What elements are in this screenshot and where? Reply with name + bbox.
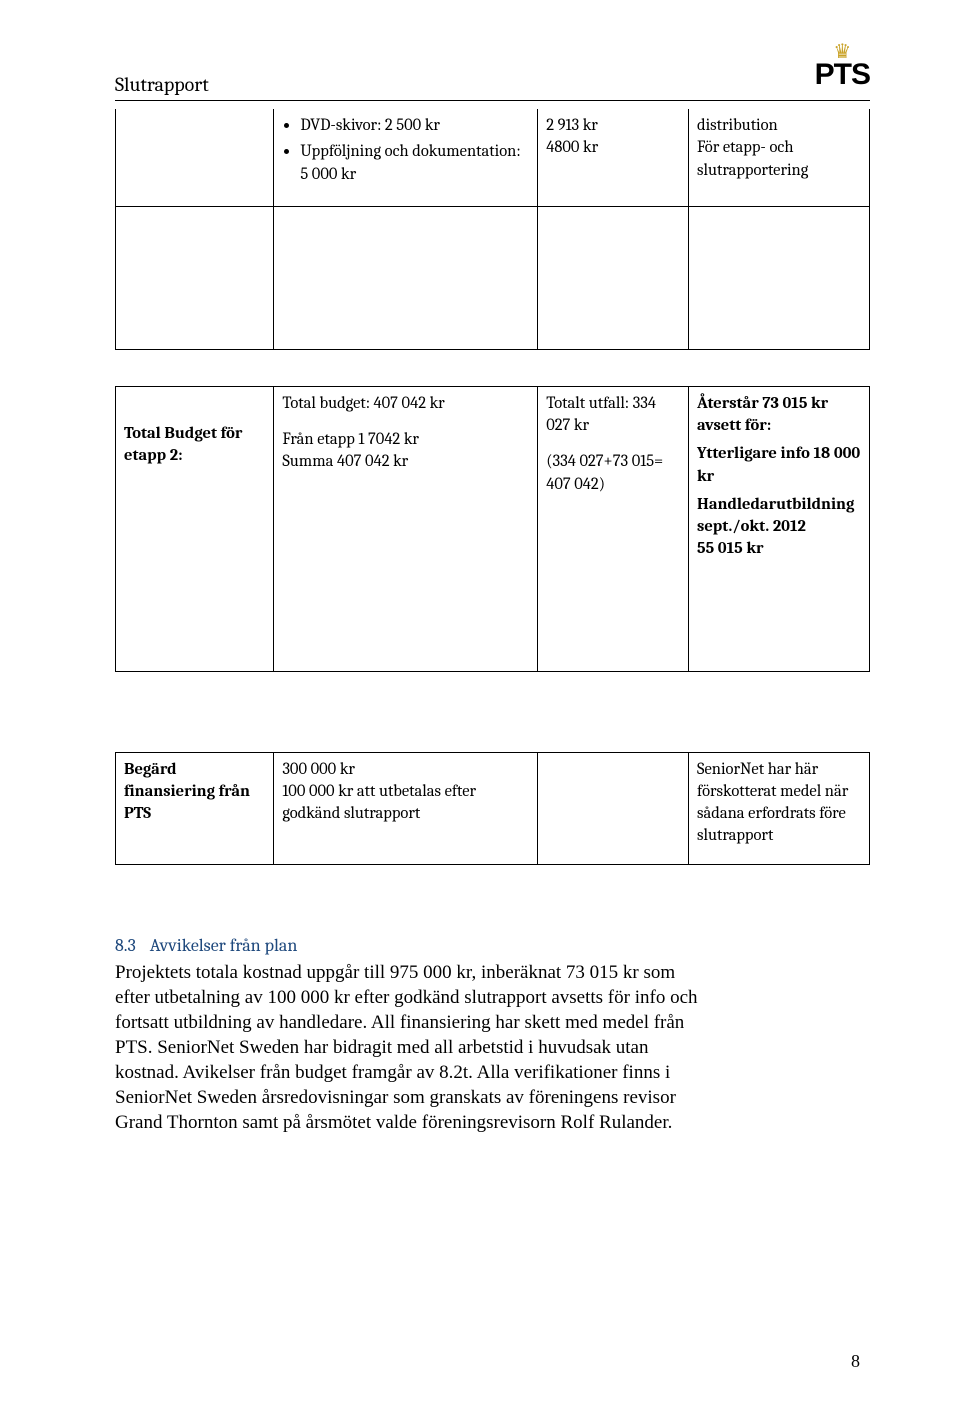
cell-empty [116,206,274,349]
table-row [116,206,870,349]
cell-label: Begärd finansiering från PTS [116,752,274,864]
note-text: distribution [697,115,861,137]
cell-bullets: DVD-skivor: 2 500 kr Uppföljning och dok… [274,109,538,206]
amount-line: 100 000 kr att utbetalas efter godkänd s… [282,781,529,826]
cell-notes: distribution För etapp- och slutrapporte… [689,109,870,206]
document-title: Slutrapport [115,73,209,96]
cell-note: SeniorNet har här förskotterat medel när… [689,752,870,864]
pts-logo-text: PTS [815,60,870,90]
remaining-line: Ytterligare info 18 000 kr [697,443,861,488]
row-label: Total Budget för etapp 2: [124,423,265,468]
amount-line: 300 000 kr [282,759,529,781]
page-header: Slutrapport ♛ PTS [115,48,870,96]
cell-empty [538,752,689,864]
budget-line: Total budget: 407 042 kr [282,393,529,415]
cell-empty [274,206,538,349]
outcome-line: (334 027+73 015= 407 042) [546,451,680,496]
cell-amounts: 2 913 kr 4800 kr [538,109,689,206]
section-body: Projektets totala kostnad uppgår till 97… [115,960,705,1136]
table-row: Total Budget för etapp 2: Total budget: … [116,386,870,671]
table-row: DVD-skivor: 2 500 kr Uppföljning och dok… [116,109,870,206]
remaining-amount: 55 015 kr [697,539,763,558]
list-item: Uppföljning och dokumentation: 5 000 kr [300,141,529,186]
remaining-line: Handledarutbildning sept./okt. 2012 55 0… [697,494,861,561]
table-row: Begärd finansiering från PTS 300 000 kr … [116,752,870,864]
page-number: 8 [851,1351,860,1372]
amount: 2 913 kr [546,115,680,137]
pts-logo: ♛ PTS [815,42,870,90]
budget-table-2: Total Budget för etapp 2: Total budget: … [115,386,870,672]
note-text: SeniorNet har här förskotterat medel när… [697,759,861,848]
budget-line: Från etapp 1 7042 kr [282,429,529,451]
page: Slutrapport ♛ PTS DVD-skivor: 2 500 kr U… [0,0,960,1412]
financing-table: Begärd finansiering från PTS 300 000 kr … [115,752,870,865]
list-item: DVD-skivor: 2 500 kr [300,115,529,137]
section-heading: 8.3 Avvikelser från plan [115,935,870,956]
amount: 4800 kr [546,137,680,159]
budget-table-1: DVD-skivor: 2 500 kr Uppföljning och dok… [115,109,870,350]
outcome-line: Totalt utfall: 334 027 kr [546,393,680,438]
remaining-text: Handledarutbildning sept./okt. 2012 [697,495,854,536]
cell-empty [538,206,689,349]
cell-empty [116,109,274,206]
row-label: Begärd finansiering från PTS [124,759,265,826]
cell-remaining: Återstår 73 015 kr avsett för: Ytterliga… [689,386,870,671]
remaining-line: Återstår 73 015 kr avsett för: [697,393,861,438]
cell-amount: 300 000 kr 100 000 kr att utbetalas efte… [274,752,538,864]
cell-budget: Total budget: 407 042 kr Från etapp 1 70… [274,386,538,671]
cell-outcome: Totalt utfall: 334 027 kr (334 027+73 01… [538,386,689,671]
section-title: Avvikelser från plan [150,935,298,956]
note-text: För etapp- och slutrapportering [697,137,861,182]
cell-empty [689,206,870,349]
cell-label: Total Budget för etapp 2: [116,386,274,671]
budget-line: Summa 407 042 kr [282,451,529,473]
header-rule [115,100,870,101]
section-number: 8.3 [115,935,136,956]
